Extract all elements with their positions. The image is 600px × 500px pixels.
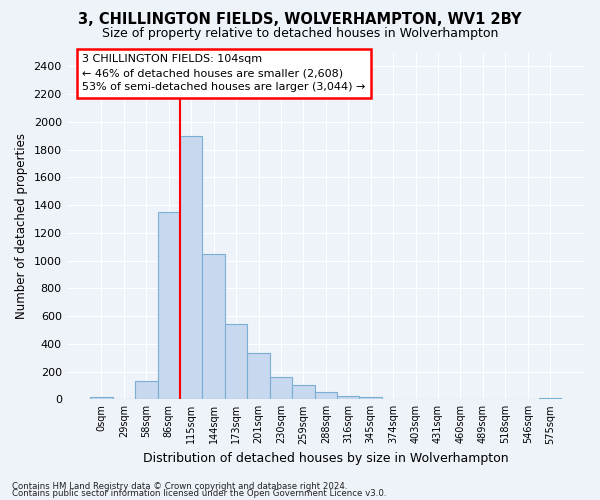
- Text: 3, CHILLINGTON FIELDS, WOLVERHAMPTON, WV1 2BY: 3, CHILLINGTON FIELDS, WOLVERHAMPTON, WV…: [78, 12, 522, 28]
- Bar: [314, 392, 337, 400]
- Text: Size of property relative to detached houses in Wolverhampton: Size of property relative to detached ho…: [102, 28, 498, 40]
- Bar: [158, 212, 180, 400]
- Bar: [90, 396, 113, 400]
- Bar: [359, 396, 382, 400]
- Bar: [270, 377, 292, 400]
- Text: 3 CHILLINGTON FIELDS: 104sqm
← 46% of detached houses are smaller (2,608)
53% of: 3 CHILLINGTON FIELDS: 104sqm ← 46% of de…: [82, 54, 365, 92]
- Bar: [539, 398, 562, 400]
- Y-axis label: Number of detached properties: Number of detached properties: [15, 133, 28, 319]
- Text: Contains public sector information licensed under the Open Government Licence v3: Contains public sector information licen…: [12, 489, 386, 498]
- Bar: [337, 396, 359, 400]
- Bar: [247, 353, 270, 400]
- Bar: [292, 384, 314, 400]
- Bar: [225, 324, 247, 400]
- Bar: [180, 136, 202, 400]
- X-axis label: Distribution of detached houses by size in Wolverhampton: Distribution of detached houses by size …: [143, 452, 509, 465]
- Text: Contains HM Land Registry data © Crown copyright and database right 2024.: Contains HM Land Registry data © Crown c…: [12, 482, 347, 491]
- Bar: [202, 254, 225, 400]
- Bar: [135, 382, 158, 400]
